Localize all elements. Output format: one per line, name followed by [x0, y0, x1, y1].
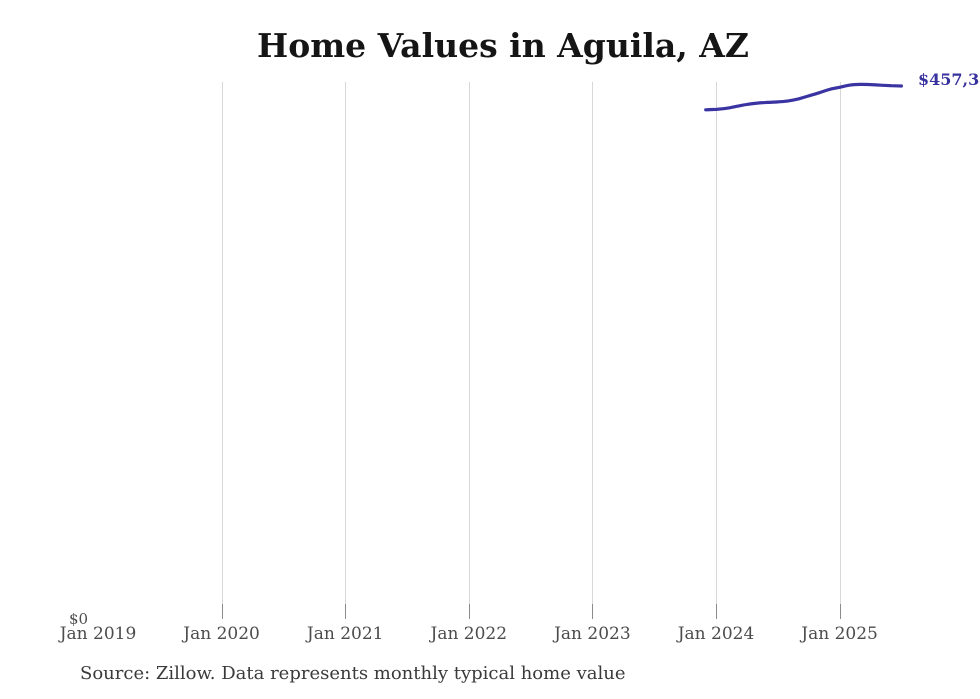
x-axis-tick-label: Jan 2021: [306, 624, 384, 644]
line-end-value-label: $457,340: [918, 70, 980, 89]
x-axis-tick: [839, 604, 841, 619]
x-axis-tick: [221, 604, 223, 619]
x-axis-tick-label: Jan 2022: [430, 624, 508, 644]
gridline: [221, 82, 223, 604]
gridline: [716, 82, 717, 604]
x-axis-tick-label: Jan 2023: [554, 624, 631, 644]
gridline: [468, 82, 470, 604]
home-value-line-series: [704, 82, 903, 112]
x-axis-tick-label: Jan 2019: [59, 624, 137, 644]
gridline: [345, 82, 347, 604]
x-axis-tick-label: Jan 2020: [183, 624, 260, 644]
x-axis-tick: [468, 604, 470, 619]
gridline: [839, 82, 841, 604]
x-axis-tick: [716, 604, 717, 619]
gridline: [592, 82, 594, 604]
x-axis-tick: [592, 604, 594, 619]
chart-title: Home Values in Aguila, AZ: [257, 26, 749, 65]
x-axis-tick-label: Jan 2024: [677, 624, 755, 644]
y-axis-zero-label: $0: [69, 610, 89, 628]
x-axis-tick-label: Jan 2025: [801, 624, 878, 644]
source-note: Source: Zillow. Data represents monthly …: [80, 663, 626, 684]
x-axis-tick: [345, 604, 347, 619]
